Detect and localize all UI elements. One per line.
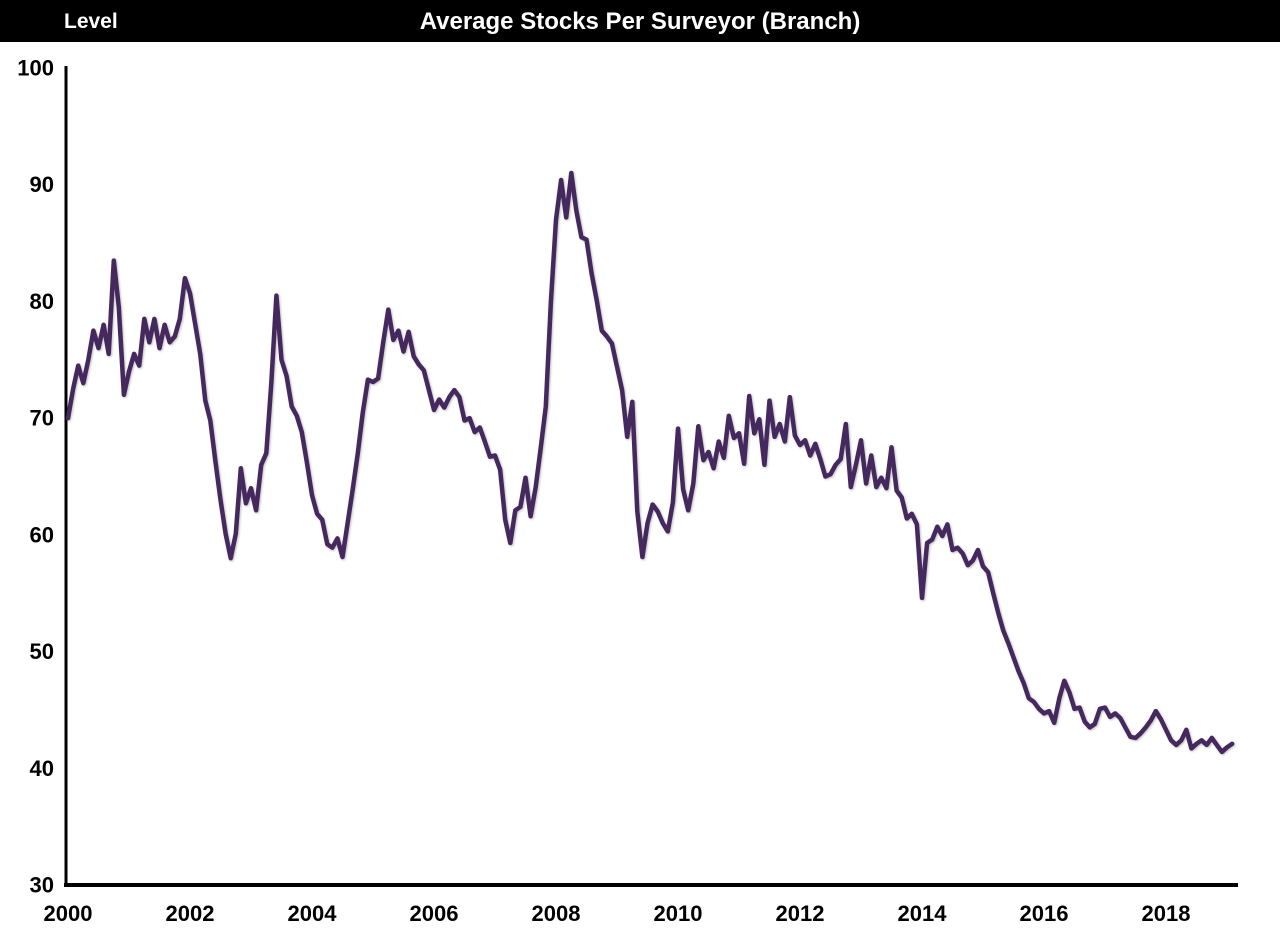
y-axis-tick-label: 100 (17, 56, 54, 81)
y-axis-tick-label: 50 (30, 639, 54, 664)
y-axis-tick-label: 70 (30, 406, 54, 431)
x-axis-tick-label: 2002 (166, 901, 215, 926)
x-axis-tick-label: 2006 (410, 901, 459, 926)
y-axis-tick-label: 80 (30, 289, 54, 314)
x-axis-tick-label: 2014 (898, 901, 948, 926)
x-axis-tick-label: 2010 (654, 901, 703, 926)
chart-header-bar (0, 0, 1280, 42)
x-axis-tick-label: 2008 (532, 901, 581, 926)
y-axis-unit-label: Level (64, 10, 118, 33)
y-axis-tick-label: 90 (30, 172, 54, 197)
x-axis-tick-label: 2016 (1020, 901, 1069, 926)
x-axis-tick-label: 2012 (776, 901, 825, 926)
y-axis-tick-label: 30 (30, 873, 54, 898)
chart-title: Average Stocks Per Surveyor (Branch) (419, 8, 861, 35)
data-series-line (65, 170, 1235, 755)
x-axis-tick-label: 2018 (1142, 901, 1191, 926)
y-axis-tick-label: 40 (30, 756, 54, 781)
x-axis-tick-label: 2004 (288, 901, 338, 926)
x-axis-tick-label: 2000 (44, 901, 93, 926)
y-axis-tick-label: 60 (30, 522, 54, 547)
